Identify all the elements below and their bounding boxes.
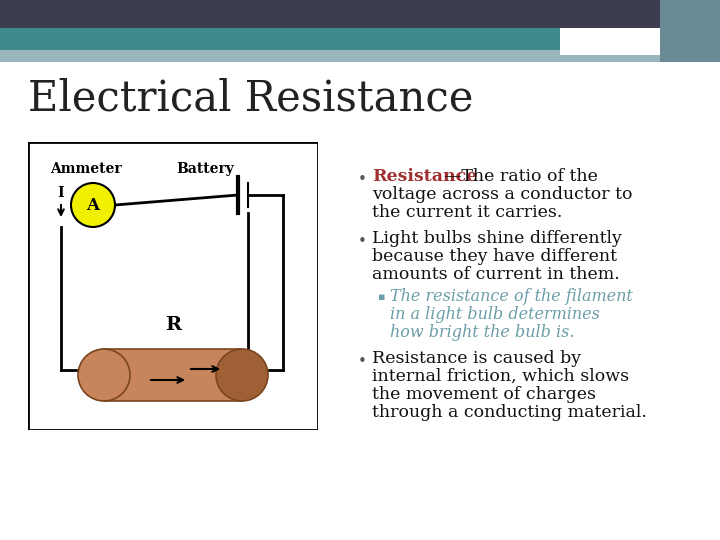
Text: •: •: [358, 234, 367, 249]
Text: how bright the bulb is.: how bright the bulb is.: [390, 324, 575, 341]
Text: Light bulbs shine differently: Light bulbs shine differently: [372, 230, 622, 247]
FancyBboxPatch shape: [28, 142, 318, 430]
Text: Resistance is caused by: Resistance is caused by: [372, 350, 581, 367]
Ellipse shape: [216, 349, 268, 401]
Text: R: R: [165, 316, 181, 334]
Text: •: •: [358, 354, 367, 369]
Text: Electrical Resistance: Electrical Resistance: [28, 78, 473, 120]
Text: I: I: [58, 186, 64, 200]
Text: —The ratio of the: —The ratio of the: [444, 168, 598, 185]
Text: A: A: [86, 197, 99, 213]
Text: in a light bulb determines: in a light bulb determines: [390, 306, 600, 323]
Text: voltage across a conductor to: voltage across a conductor to: [372, 186, 632, 203]
Bar: [104, 349, 242, 401]
Circle shape: [71, 183, 115, 227]
Text: amounts of current in them.: amounts of current in them.: [372, 266, 620, 283]
Text: The resistance of the filament: The resistance of the filament: [390, 288, 633, 305]
Text: ▪: ▪: [378, 292, 385, 302]
Text: through a conducting material.: through a conducting material.: [372, 404, 647, 421]
Text: Resistance: Resistance: [372, 168, 477, 185]
Ellipse shape: [78, 349, 130, 401]
Text: •: •: [358, 172, 367, 187]
Text: Battery: Battery: [176, 162, 234, 176]
Text: internal friction, which slows: internal friction, which slows: [372, 368, 629, 385]
Text: the movement of charges: the movement of charges: [372, 386, 596, 403]
Text: the current it carries.: the current it carries.: [372, 204, 562, 221]
Text: because they have different: because they have different: [372, 248, 617, 265]
Text: Ammeter: Ammeter: [50, 162, 122, 176]
